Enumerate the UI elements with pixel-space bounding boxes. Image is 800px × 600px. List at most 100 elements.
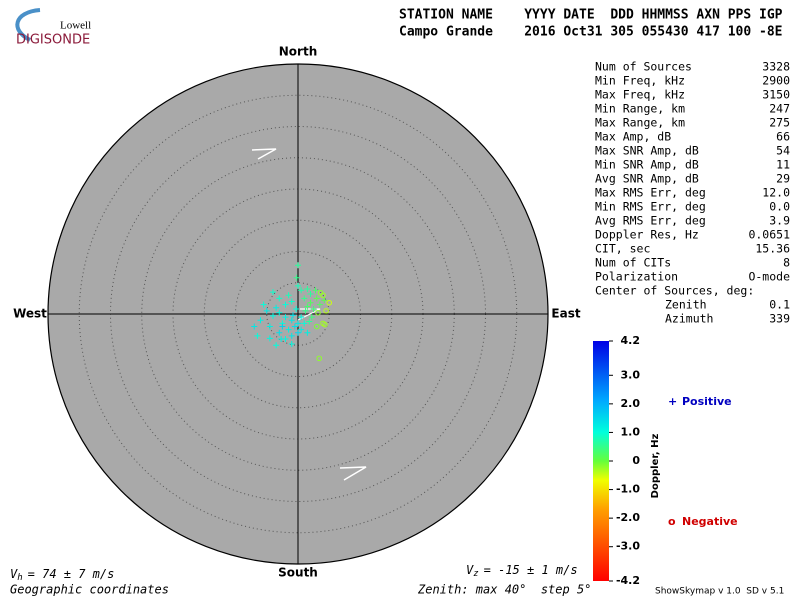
west-label: West bbox=[13, 307, 47, 321]
stat-value: 0.0 bbox=[769, 200, 790, 214]
vz-label: Vz = -15 ± 1 m/s bbox=[466, 563, 578, 579]
source-negative bbox=[323, 308, 329, 314]
coords-label: Geographic coordinates bbox=[10, 583, 169, 597]
stat-value: 12.0 bbox=[762, 186, 790, 200]
source-positive bbox=[288, 298, 295, 305]
stat-value: O-mode bbox=[748, 270, 790, 284]
header-values: Campo Grande 2016 Oct31 305 055430 417 1… bbox=[399, 25, 783, 40]
source-negative bbox=[315, 309, 321, 316]
source-positive bbox=[304, 303, 311, 310]
stat-value: 29 bbox=[776, 172, 790, 186]
source-positive bbox=[298, 314, 305, 321]
stat-label: Max Freq, kHz bbox=[595, 88, 685, 102]
source-positive bbox=[307, 299, 314, 306]
source-positive bbox=[304, 286, 311, 292]
logo-swoosh bbox=[15, 8, 41, 42]
source-positive bbox=[288, 341, 295, 347]
center-label: Zenith bbox=[665, 298, 707, 312]
vz-text: = -15 ± 1 m/s bbox=[484, 563, 578, 577]
vh-text: = 74 ± 7 m/s bbox=[28, 567, 115, 581]
stat-label: Max Range, km bbox=[595, 116, 685, 130]
source-positive bbox=[298, 326, 305, 333]
vh-symbol: V bbox=[10, 567, 18, 581]
source-positive bbox=[273, 342, 280, 349]
velocity-arrow bbox=[297, 308, 321, 321]
colorbar-tick-label: 2.0 bbox=[621, 397, 641, 410]
source-positive bbox=[301, 295, 308, 302]
stat-value: 2900 bbox=[762, 74, 790, 88]
colorbar-tick-label: -3.0 bbox=[616, 540, 640, 553]
stat-value: 15.36 bbox=[755, 242, 790, 256]
source-positive bbox=[293, 306, 300, 312]
source-positive bbox=[282, 301, 289, 308]
stat-label: Max RMS Err, deg bbox=[595, 186, 706, 200]
source-positive bbox=[308, 314, 315, 321]
source-positive bbox=[295, 320, 301, 327]
version-label: ShowSkymap v 1.0 SD v 5.1 bbox=[655, 587, 784, 597]
source-positive bbox=[266, 323, 273, 330]
colorbar-label: Doppler, Hz bbox=[650, 434, 661, 499]
stat-value: 11 bbox=[776, 158, 790, 172]
colorbar-tick-label: 4.2 bbox=[621, 334, 641, 347]
stat-label: Min Range, km bbox=[595, 102, 685, 116]
source-positive bbox=[279, 323, 286, 330]
center-value: 339 bbox=[769, 312, 790, 326]
stat-value: 3150 bbox=[762, 88, 790, 102]
colorbar bbox=[593, 341, 609, 581]
legend-negative-symbol: o bbox=[668, 515, 676, 528]
source-positive bbox=[298, 287, 305, 294]
center-label: Azimuth bbox=[665, 312, 713, 326]
stat-value: 3328 bbox=[762, 60, 790, 74]
source-positive bbox=[251, 323, 258, 330]
source-positive bbox=[306, 318, 313, 325]
source-positive bbox=[293, 274, 300, 281]
source-positive bbox=[276, 309, 283, 316]
stat-label: Avg RMS Err, deg bbox=[595, 214, 706, 228]
stat-value: 3.9 bbox=[769, 214, 790, 228]
source-positive bbox=[302, 307, 309, 314]
header-columns: STATION NAME YYYY DATE DDD HHMMSS AXN PP… bbox=[399, 8, 783, 23]
stat-value: 54 bbox=[776, 144, 790, 158]
logo-bottom: DIGISONDE bbox=[16, 33, 90, 48]
source-positive bbox=[288, 332, 295, 339]
source-positive bbox=[288, 317, 295, 324]
colorbar-tick-label: 0 bbox=[632, 454, 640, 467]
logo-top: Lowell bbox=[60, 20, 91, 32]
stat-label: Num of Sources bbox=[595, 60, 692, 74]
vz-symbol: V bbox=[466, 563, 474, 577]
velocity-arrow bbox=[339, 466, 367, 481]
source-positive bbox=[291, 323, 298, 330]
legend-negative: Negative bbox=[682, 515, 738, 528]
center-title: Center of Sources, deg: bbox=[595, 284, 754, 298]
stat-label: Min Freq, kHz bbox=[595, 74, 685, 88]
colorbar-tick-label: -2.0 bbox=[616, 511, 640, 524]
source-positive bbox=[278, 336, 285, 342]
source-positive bbox=[321, 297, 328, 304]
north-label: North bbox=[279, 45, 317, 59]
source-positive bbox=[307, 291, 314, 297]
source-negative bbox=[326, 299, 333, 306]
source-negative bbox=[313, 323, 320, 330]
source-positive bbox=[266, 335, 273, 342]
source-positive bbox=[285, 292, 292, 299]
colorbar-tick-label: 1.0 bbox=[621, 425, 641, 438]
source-positive bbox=[273, 304, 280, 311]
velocity-arrow bbox=[251, 148, 277, 160]
stat-label: Polarization bbox=[595, 270, 678, 284]
source-positive bbox=[282, 314, 289, 321]
stat-value: 0.0651 bbox=[748, 228, 790, 242]
source-positive bbox=[276, 329, 283, 336]
stat-label: Min RMS Err, deg bbox=[595, 200, 706, 214]
source-positive bbox=[270, 312, 276, 319]
stat-label: Avg SNR Amp, dB bbox=[595, 172, 699, 186]
stat-label: Doppler Res, Hz bbox=[595, 228, 699, 242]
legend-positive: Positive bbox=[682, 395, 732, 408]
stat-label: Max SNR Amp, dB bbox=[595, 144, 699, 158]
stat-label: Num of CITs bbox=[595, 256, 671, 270]
legend-positive-symbol: + bbox=[668, 395, 677, 408]
source-positive bbox=[270, 289, 276, 296]
source-positive bbox=[316, 301, 323, 308]
source-negative bbox=[316, 355, 323, 362]
source-positive bbox=[304, 329, 311, 336]
